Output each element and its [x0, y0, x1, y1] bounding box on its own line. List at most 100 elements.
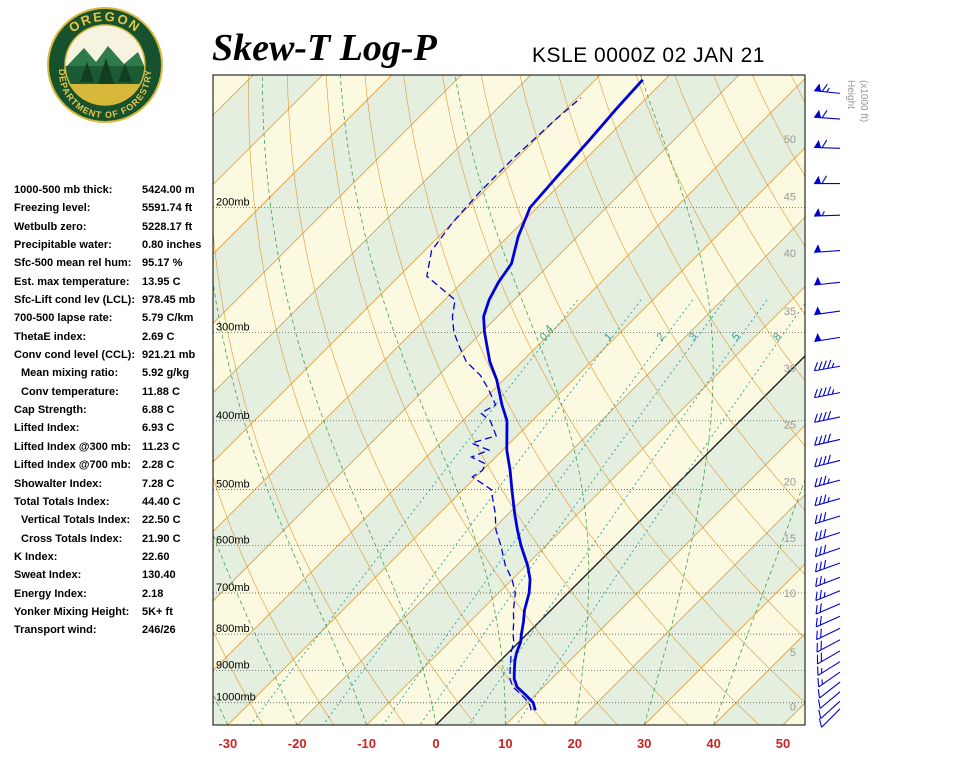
- index-row: Lifted Index: 6.93 C: [14, 422, 219, 440]
- index-value: 921.21 mb: [142, 349, 196, 362]
- index-value: 2.28 C: [142, 459, 175, 472]
- index-label: Sfc-500 mean rel hum:: [14, 257, 132, 270]
- height-axis-title-line2: (x1000 ft): [858, 80, 869, 122]
- pressure-label: 500mb: [216, 478, 250, 490]
- wind-barb: [813, 208, 841, 217]
- index-row: Vertical Totals Index: 22.50 C: [14, 514, 219, 532]
- temp-tick-label: 50: [776, 736, 790, 751]
- index-label: 1000-500 mb thick:: [14, 184, 113, 196]
- wind-barb: [814, 333, 841, 342]
- index-value: 5424.00 m: [142, 184, 195, 196]
- wind-barb: [814, 276, 841, 286]
- wind-barb: [814, 494, 841, 507]
- index-row: Lifted Index @300 mb: 11.23 C: [14, 441, 219, 459]
- height-axis-title: Height (x1000 ft): [845, 80, 869, 122]
- wind-barb: [814, 454, 841, 468]
- index-label: Conv temperature:: [21, 385, 119, 398]
- index-row: ThetaE index: 2.69 C: [14, 331, 219, 349]
- index-value: 11.23 C: [142, 440, 180, 453]
- index-label: Yonker Mixing Height:: [14, 605, 130, 618]
- wind-barb: [817, 691, 841, 709]
- temp-tick-label: 0: [432, 736, 439, 751]
- page-title: Skew-T Log-P: [212, 27, 437, 69]
- pressure-label: 200mb: [216, 197, 250, 209]
- index-row: Energy Index: 2.18: [14, 588, 219, 606]
- index-label: Precipitable water:: [14, 239, 112, 252]
- index-label: Lifted Index @300 mb:: [14, 440, 132, 453]
- height-label: 0: [790, 702, 796, 714]
- index-value: 7.28 C: [142, 477, 175, 490]
- height-label: 35: [784, 306, 796, 318]
- temp-tick-label: -30: [218, 736, 237, 751]
- index-row: Showalter Index: 7.28 C: [14, 478, 219, 496]
- index-row: Cap Strength: 6.88 C: [14, 404, 219, 422]
- wind-barb: [818, 708, 841, 728]
- wind-barb: [814, 109, 841, 120]
- temp-axis-labels: -30 -20 -10 0 10 20 30 40 50: [218, 736, 790, 751]
- index-value: 22.50 C: [142, 514, 181, 527]
- height-label: 40: [784, 248, 796, 260]
- height-label: 30: [784, 363, 796, 375]
- pressure-label: 800mb: [216, 623, 250, 635]
- height-label: 10: [784, 588, 796, 600]
- pressure-label: 1000mb: [216, 692, 256, 704]
- mixing-ratio-label: 1: [602, 331, 615, 343]
- index-value: 5591.74 ft: [142, 202, 193, 215]
- wind-barb: [815, 615, 841, 628]
- temp-tick-label: 30: [637, 736, 651, 751]
- index-row: Transport wind: 246/26: [14, 624, 219, 642]
- index-label: K Index:: [14, 550, 58, 563]
- temp-tick-label: -10: [357, 736, 376, 751]
- index-value: 2.18: [142, 587, 164, 600]
- index-row: 1000-500 mb thick: 5424.00 m: [14, 184, 219, 202]
- station-datetime: KSLE 0000Z 02 JAN 21: [532, 44, 765, 67]
- index-row: Wetbulb zero: 5228.17 ft: [14, 221, 219, 239]
- wind-barb: [814, 244, 841, 253]
- index-label: Conv cond level (CCL):: [14, 349, 136, 362]
- pressure-label: 700mb: [216, 582, 250, 594]
- height-label: 45: [784, 192, 796, 204]
- indices-panel: 1000-500 mb thick: 5424.00 m Freezing leve…: [14, 184, 219, 643]
- index-label: Total Totals Index:: [14, 495, 110, 508]
- height-label: 20: [784, 476, 796, 488]
- index-row: Est. max temperature: 13.95 C: [14, 276, 219, 294]
- pressure-label: 900mb: [216, 659, 250, 671]
- index-value: 2.69 C: [142, 330, 175, 343]
- index-value: 0.80 inches: [142, 239, 202, 252]
- height-label: 15: [784, 533, 796, 545]
- mixing-ratio-lines: 0.4 1 2 3 5 8: [250, 299, 805, 725]
- index-label: Mean mixing ratio:: [21, 367, 119, 380]
- temp-tick-label: 10: [498, 736, 512, 751]
- index-row: Sfc-500 mean rel hum: 95.17 %: [14, 257, 219, 275]
- wind-barbs: [813, 83, 841, 728]
- wind-barb: [817, 681, 841, 699]
- wind-barb: [813, 359, 841, 372]
- index-label: Sweat Index:: [14, 569, 82, 582]
- wind-barb: [815, 575, 841, 588]
- index-row: 700-500 lapse rate: 5.79 C/km: [14, 312, 219, 330]
- wind-barb: [813, 139, 841, 149]
- index-label: Est. max temperature:: [14, 275, 130, 288]
- wind-barb: [813, 386, 841, 399]
- index-label: Lifted Index @700 mb:: [14, 459, 132, 472]
- index-value: 6.93 C: [142, 422, 175, 435]
- index-value: 5K+ ft: [142, 605, 173, 618]
- index-row: Cross Totals Index: 21.90 C: [14, 533, 219, 551]
- temperature-line: [482, 78, 644, 711]
- wind-barb: [814, 512, 841, 525]
- wind-barb: [814, 410, 841, 423]
- index-label: Freezing level:: [14, 202, 91, 215]
- wind-barb: [814, 306, 841, 316]
- index-value: 21.90 C: [142, 532, 181, 545]
- sounding-profiles: [426, 78, 644, 711]
- index-row: K Index: 22.60: [14, 551, 219, 569]
- index-value: 44.40 C: [142, 495, 181, 508]
- wind-barb: [815, 603, 841, 615]
- index-value: 246/26: [142, 624, 176, 637]
- height-axis-title-line1: Height: [845, 80, 856, 109]
- index-value: 5.92 g/kg: [142, 367, 190, 380]
- index-label: Energy Index:: [14, 587, 87, 600]
